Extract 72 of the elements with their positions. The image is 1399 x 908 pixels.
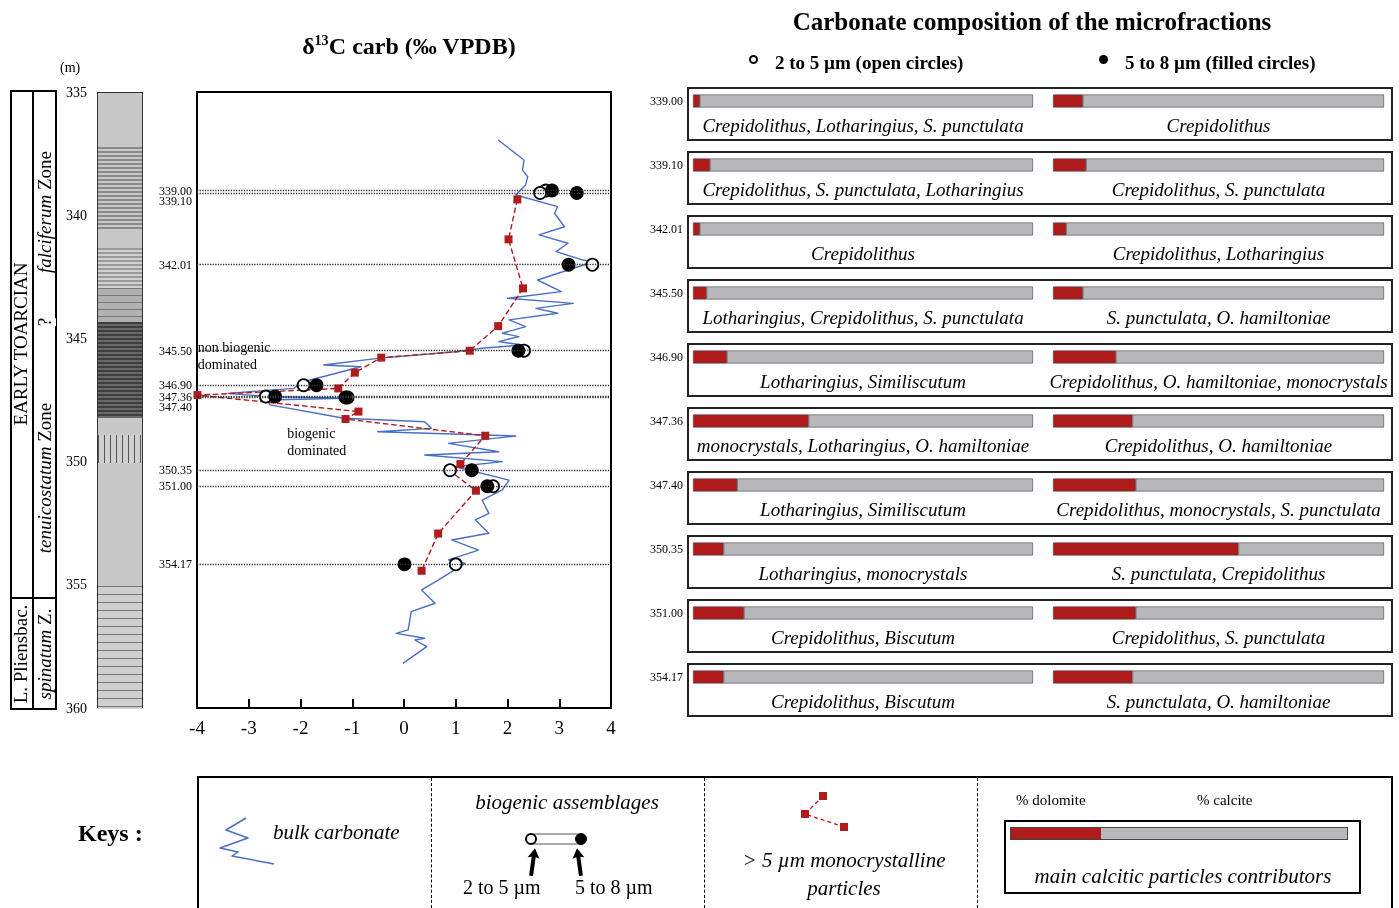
y-tick-label: 339.00 <box>650 94 683 108</box>
x-tick-label: -2 <box>292 717 309 738</box>
annotation: Crepidolithus, S. punctulata, Lotharingius <box>702 178 1024 200</box>
y-tick-label: 346.90 <box>650 350 683 364</box>
annotation: Crepidolithus, O. hamiltoniae <box>1104 434 1333 456</box>
annotation: Lotharingius, Similiscutum <box>759 498 966 520</box>
text: % dolomite <box>1016 792 1086 808</box>
annotation: S. punctulata, Crepidolithus <box>1111 562 1326 584</box>
ref-line-label: 342.01 <box>159 257 192 272</box>
ref-line-label: 350.35 <box>159 463 192 478</box>
text: % calcite <box>1197 792 1253 808</box>
x-tick-label: 2 <box>502 717 513 738</box>
y-axis-title: (m) <box>60 59 81 76</box>
annotation: S. punctulata, O. hamiltoniae <box>1106 306 1331 328</box>
x-tick-label: -4 <box>189 717 206 738</box>
y-tick-label: 360 <box>66 700 87 716</box>
ref-line-label: 339.00 <box>159 183 192 198</box>
annotation: Crepidolithus, O. hamiltoniae, monocrystals <box>1049 370 1388 392</box>
y-tick-label: 335 <box>66 84 87 100</box>
y-tick-label: 347.36 <box>650 414 683 428</box>
x-tick-label: 4 <box>606 717 617 738</box>
x-tick-label: -3 <box>240 717 257 738</box>
y-tick-label: 355 <box>66 577 87 593</box>
annotation: S. punctulata, O. hamiltoniae <box>1106 690 1331 712</box>
text: EARLY TOARCIAN <box>10 262 32 426</box>
annotation: Crepidolithus <box>1166 114 1271 136</box>
annotation: biogenic dominated <box>287 425 347 458</box>
ref-line-label: 351.00 <box>159 479 192 494</box>
annotation: Crepidolithus, S. punctulata <box>1111 626 1326 648</box>
annotation: Crepidolithus, Lotharingius <box>1112 242 1325 264</box>
x-tick-label: 0 <box>399 717 409 738</box>
y-tick-label: 351.00 <box>650 606 683 620</box>
y-tick-label: 347.40 <box>650 478 683 492</box>
y-tick-label: 342.01 <box>650 222 683 236</box>
chart-title: 5 to 8 µm (filled circles) <box>1125 52 1316 74</box>
x-tick-label: -1 <box>344 717 361 738</box>
annotation: Crepidolithus, monocrystals, S. punctulata <box>1056 498 1381 520</box>
text: main calcitic particles contributors <box>1034 864 1332 889</box>
y-tick-label: 354.17 <box>650 670 683 684</box>
chart-subtitle: 2 to 5 µm (open circles) <box>775 52 964 74</box>
annotation: Crepidolithus, Lotharingius, S. punctulata <box>702 114 1024 136</box>
y-tick-label: 350.35 <box>650 542 683 556</box>
annotation: Lotharingius, Similiscutum <box>759 370 966 392</box>
text: bulk carbonate <box>273 820 400 844</box>
ref-line-label: 354.17 <box>159 557 192 572</box>
x-tick-label: 3 <box>554 717 564 738</box>
annotation: Crepidolithus, Biscutum <box>770 626 956 648</box>
y-tick-label: 340 <box>66 207 87 223</box>
text: L. Pliensbac. <box>10 604 32 704</box>
annotation: Crepidolithus, S. punctulata <box>1111 178 1326 200</box>
annotation: Crepidolithus, Biscutum <box>770 690 956 712</box>
y-tick-label: 350 <box>66 454 87 470</box>
text: ? <box>34 317 56 327</box>
text: Keys : <box>78 820 143 847</box>
annotation: Lotharingius, monocrystals <box>757 562 968 584</box>
chart-title: Carbonate composition of the microfractions <box>792 8 1272 35</box>
text: tenuicostatum Zone <box>34 402 56 554</box>
text: 2 to 5 µm <box>463 876 541 898</box>
text: 5 to 8 µm <box>575 876 653 898</box>
y-tick-label: 345.50 <box>650 286 683 300</box>
annotation: Lotharingius, Crepidolithus, S. punctulata <box>701 306 1024 328</box>
text: falciferum Zone <box>34 151 56 273</box>
text: > 5 µm monocrystalline particles <box>742 848 946 900</box>
annotation: monocrystals, Lotharingius, O. hamiltoniae <box>696 434 1030 456</box>
text: biogenic assemblages <box>475 790 659 815</box>
text: spinatum Z. <box>34 608 56 700</box>
y-tick-label: 345 <box>66 330 87 346</box>
ref-line-label: 345.50 <box>159 343 192 358</box>
x-tick-label: 1 <box>451 717 461 738</box>
y-tick-label: 339.10 <box>650 158 683 172</box>
annotation: Crepidolithus <box>811 242 915 264</box>
annotation: non biogenic dominated <box>197 339 275 372</box>
